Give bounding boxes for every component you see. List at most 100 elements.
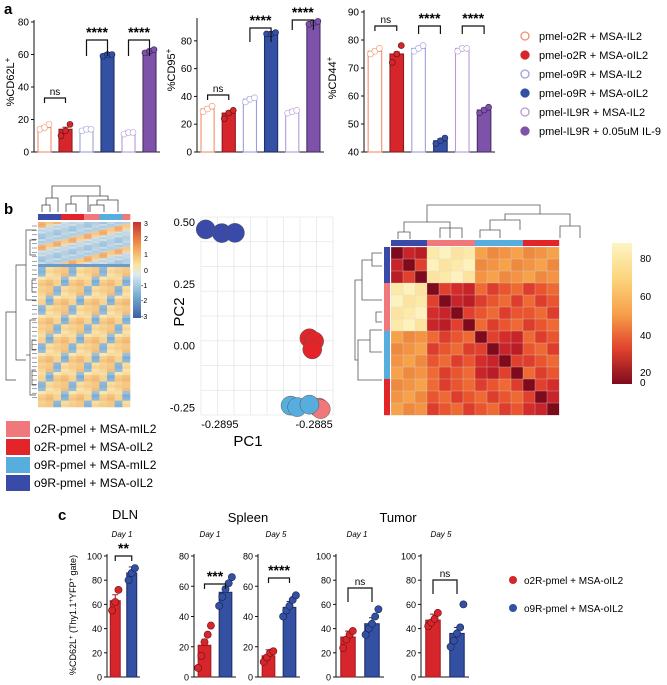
significance-bracket [203,583,227,589]
heatmap-cell [68,262,77,265]
correlation-cell [414,354,428,368]
heatmap-cell [38,222,46,225]
group-bar-cell [535,240,548,246]
correlation-cell [414,318,428,332]
dendrogram-branch [89,204,105,212]
heatmap-cell [61,282,69,287]
heatmap-cell [99,256,108,259]
heatmap-cell [38,227,46,230]
heatmap-cell [122,321,131,325]
heatmap-cell [61,308,69,312]
heatmap-cell [114,252,123,255]
legend-item: pmel-o9R + MSA-IL2 [520,69,642,81]
heatmap-cell [38,235,46,238]
heatmap-cell [45,356,54,360]
heatmap-cell [99,227,108,230]
heatmap-cell [91,317,100,322]
heatmap-cell [107,248,115,251]
heatmap-cell [91,286,100,290]
heatmap-cell [107,239,115,242]
heatmap-cell [122,270,131,274]
heatmap-cell [68,225,77,229]
pca-point [302,339,323,360]
data-point [348,627,357,635]
heatmap-cell [45,305,54,309]
heatmap-cell [45,381,54,386]
heatmap-cell [114,330,123,335]
heatmap-cell [114,368,123,373]
heatmap-cell [91,340,100,344]
heatmap-cell [61,289,69,293]
heatmap-cell [122,394,131,398]
heatmap-cell [114,372,123,376]
group-bar-cell [122,214,131,220]
heatmap-cell [107,349,115,354]
heatmap-cell [107,252,115,255]
heatmap-cell [114,387,123,392]
heatmap-cell [91,237,100,240]
correlation-cell [438,330,452,344]
correlation-cell [486,366,500,380]
heatmap-cell [76,343,85,347]
y-tick-label: 0.00 [174,341,195,353]
significance-bracket [114,555,133,561]
correlation-cell [450,402,464,416]
correlation-cell [474,366,488,380]
correlation-cell [438,246,452,260]
correlation-cell [402,318,416,332]
heatmap-cell [68,298,77,303]
heatmap-cell [76,243,85,246]
correlation-cell [402,294,416,308]
heatmap-cell [84,229,92,232]
heatmap-cell [68,378,77,382]
heatmap-cell [91,254,100,257]
heatmap-cell [53,349,62,354]
heatmap-cell [61,340,69,344]
significance-bracket [267,577,291,583]
heatmap-cell [68,346,77,351]
significance-bracket [432,579,458,594]
heatmap-cell [45,231,54,234]
correlation-colorbar-ticks: 80 60 40 20 0 [640,254,652,389]
heatmap-cell [45,394,54,398]
heatmap-cell [53,317,62,322]
group-bar-cell [547,240,560,246]
heatmap-cell [99,298,108,303]
heatmap-cell [122,372,131,376]
heatmap-cell [61,302,69,306]
correlation-cell [498,366,512,380]
heatmap-cell [107,400,115,405]
heatmap-cell [76,302,85,306]
heatmap-cell [68,356,77,360]
heatmap-cell [53,222,62,225]
group-bar-cell [451,240,464,246]
data-point [220,115,228,122]
heatmap-cell [107,327,115,331]
heatmap-cell [84,356,92,360]
heatmap-cell [91,276,100,281]
correlation-cell [438,390,452,404]
heatmap-cell [114,229,123,232]
heatmap-cell [91,227,100,230]
data-point [215,602,223,610]
y-tick-label: 0 [97,673,102,683]
heatmap-cell [61,372,69,376]
heatmap-cell [68,244,77,248]
heatmap-cell [61,311,69,316]
correlation-cell [534,282,548,296]
heatmap-cell [99,349,108,354]
correlation-cell [450,330,464,344]
heatmap-cell [68,235,77,238]
heatmap-cell [99,384,108,389]
heatmap-cell [84,292,92,296]
heatmap-cell [53,279,62,284]
heatmap-cell [76,337,85,341]
heatmap-cell [76,372,85,376]
heatmap-cell [45,365,54,370]
data-point [485,103,492,111]
heatmap-cell [122,243,131,246]
heatmap-cell [68,372,77,376]
correlation-cell [510,342,524,356]
heatmap-cell [84,391,92,395]
panel-c-tumor-day1-chart: 0 20 40 60 80 100 ns [316,552,384,683]
